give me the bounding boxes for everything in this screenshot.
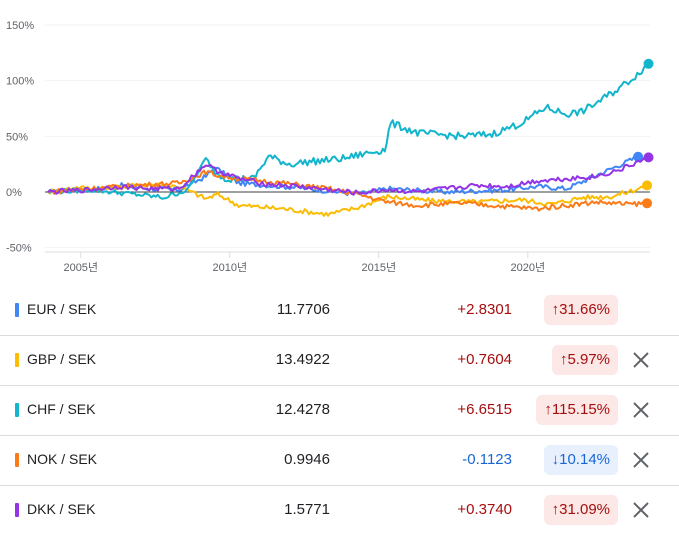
y-tick-label: 50% — [6, 131, 28, 143]
series-color-swatch — [15, 503, 19, 517]
arrow-up-icon: ↑ — [551, 501, 560, 518]
percent-change-value: 31.09% — [559, 501, 610, 518]
currency-row[interactable]: NOK / SEK 0.9946 -0.1123 ↓10.14% — [0, 436, 679, 486]
percent-change-badge: ↑31.09% — [543, 495, 618, 525]
exchange-rate: 1.5771 — [284, 501, 330, 518]
currency-pair-label: GBP / SEK — [27, 351, 96, 367]
percent-change-badge: ↓10.14% — [543, 445, 618, 475]
series-end-marker — [643, 58, 654, 69]
y-tick-label: 150% — [6, 20, 34, 32]
close-icon[interactable] — [629, 448, 653, 472]
currency-pair-label: NOK / SEK — [27, 451, 98, 467]
percent-change-value: 10.14% — [559, 451, 610, 468]
series-color-swatch — [15, 353, 19, 367]
absolute-change: +6.6515 — [457, 401, 512, 418]
percent-change-badge: ↑5.97% — [551, 345, 618, 375]
series-line-nok-sek — [47, 169, 648, 212]
series-line-chf-sek — [47, 62, 649, 200]
y-tick-label: -50% — [6, 243, 32, 255]
percent-change-value: 31.66% — [559, 301, 610, 318]
currency-pair-label: EUR / SEK — [27, 301, 97, 317]
absolute-change: +2.8301 — [457, 301, 512, 318]
series-end-marker — [643, 152, 654, 163]
currency-row[interactable]: CHF / SEK 12.4278 +6.6515 ↑115.15% — [0, 386, 679, 436]
close-icon[interactable] — [629, 498, 653, 522]
exchange-rate: 13.4922 — [275, 351, 330, 368]
series-line-dkk-sek — [47, 155, 650, 196]
series-color-swatch — [15, 453, 19, 467]
series-color-swatch — [15, 303, 19, 317]
y-tick-label: 100% — [6, 76, 34, 88]
exchange-rate: 11.7706 — [276, 301, 330, 318]
currency-row[interactable]: DKK / SEK 1.5771 +0.3740 ↑31.09% — [0, 486, 679, 535]
percent-change-value: 115.15% — [551, 401, 610, 418]
close-icon[interactable] — [629, 348, 653, 372]
series-color-swatch — [15, 403, 19, 417]
arrow-down-icon: ↓ — [551, 451, 560, 468]
y-tick-label: 0% — [6, 187, 22, 199]
x-tick-label: 2015년 — [361, 261, 396, 274]
currency-list: EUR / SEK 11.7706 +2.8301 ↑31.66% GBP / SEK 1… — [0, 286, 679, 535]
percent-change-value: 5.97% — [567, 351, 610, 368]
performance-chart: 150% 100% 50% 0% -50% 2005년 2010년 2015년 2020년 — [6, 20, 654, 274]
absolute-change: -0.1123 — [462, 451, 512, 468]
absolute-change: +0.3740 — [457, 501, 512, 518]
exchange-rate: 0.9946 — [284, 451, 330, 468]
currency-pair-label: CHF / SEK — [27, 401, 96, 417]
currency-row[interactable]: GBP / SEK 13.4922 +0.7604 ↑5.97% — [0, 336, 679, 386]
x-tick-label: 2010년 — [212, 261, 247, 274]
percent-change-badge: ↑31.66% — [543, 295, 618, 325]
x-tick-label: 2020년 — [511, 261, 546, 274]
arrow-up-icon: ↑ — [551, 301, 560, 318]
arrow-up-icon: ↑ — [544, 401, 552, 418]
currency-row[interactable]: EUR / SEK 11.7706 +2.8301 ↑31.66% — [0, 286, 679, 336]
arrow-up-icon: ↑ — [559, 351, 568, 368]
series-end-marker — [633, 151, 644, 162]
currency-pair-label: DKK / SEK — [27, 501, 96, 517]
exchange-rate: 12.4278 — [275, 401, 330, 418]
absolute-change: +0.7604 — [457, 351, 512, 368]
x-tick-label: 2005년 — [63, 261, 98, 274]
series-end-marker — [642, 180, 653, 191]
series-end-marker — [642, 198, 653, 209]
close-icon[interactable] — [629, 398, 653, 422]
percent-change-badge: ↑115.15% — [536, 395, 618, 425]
